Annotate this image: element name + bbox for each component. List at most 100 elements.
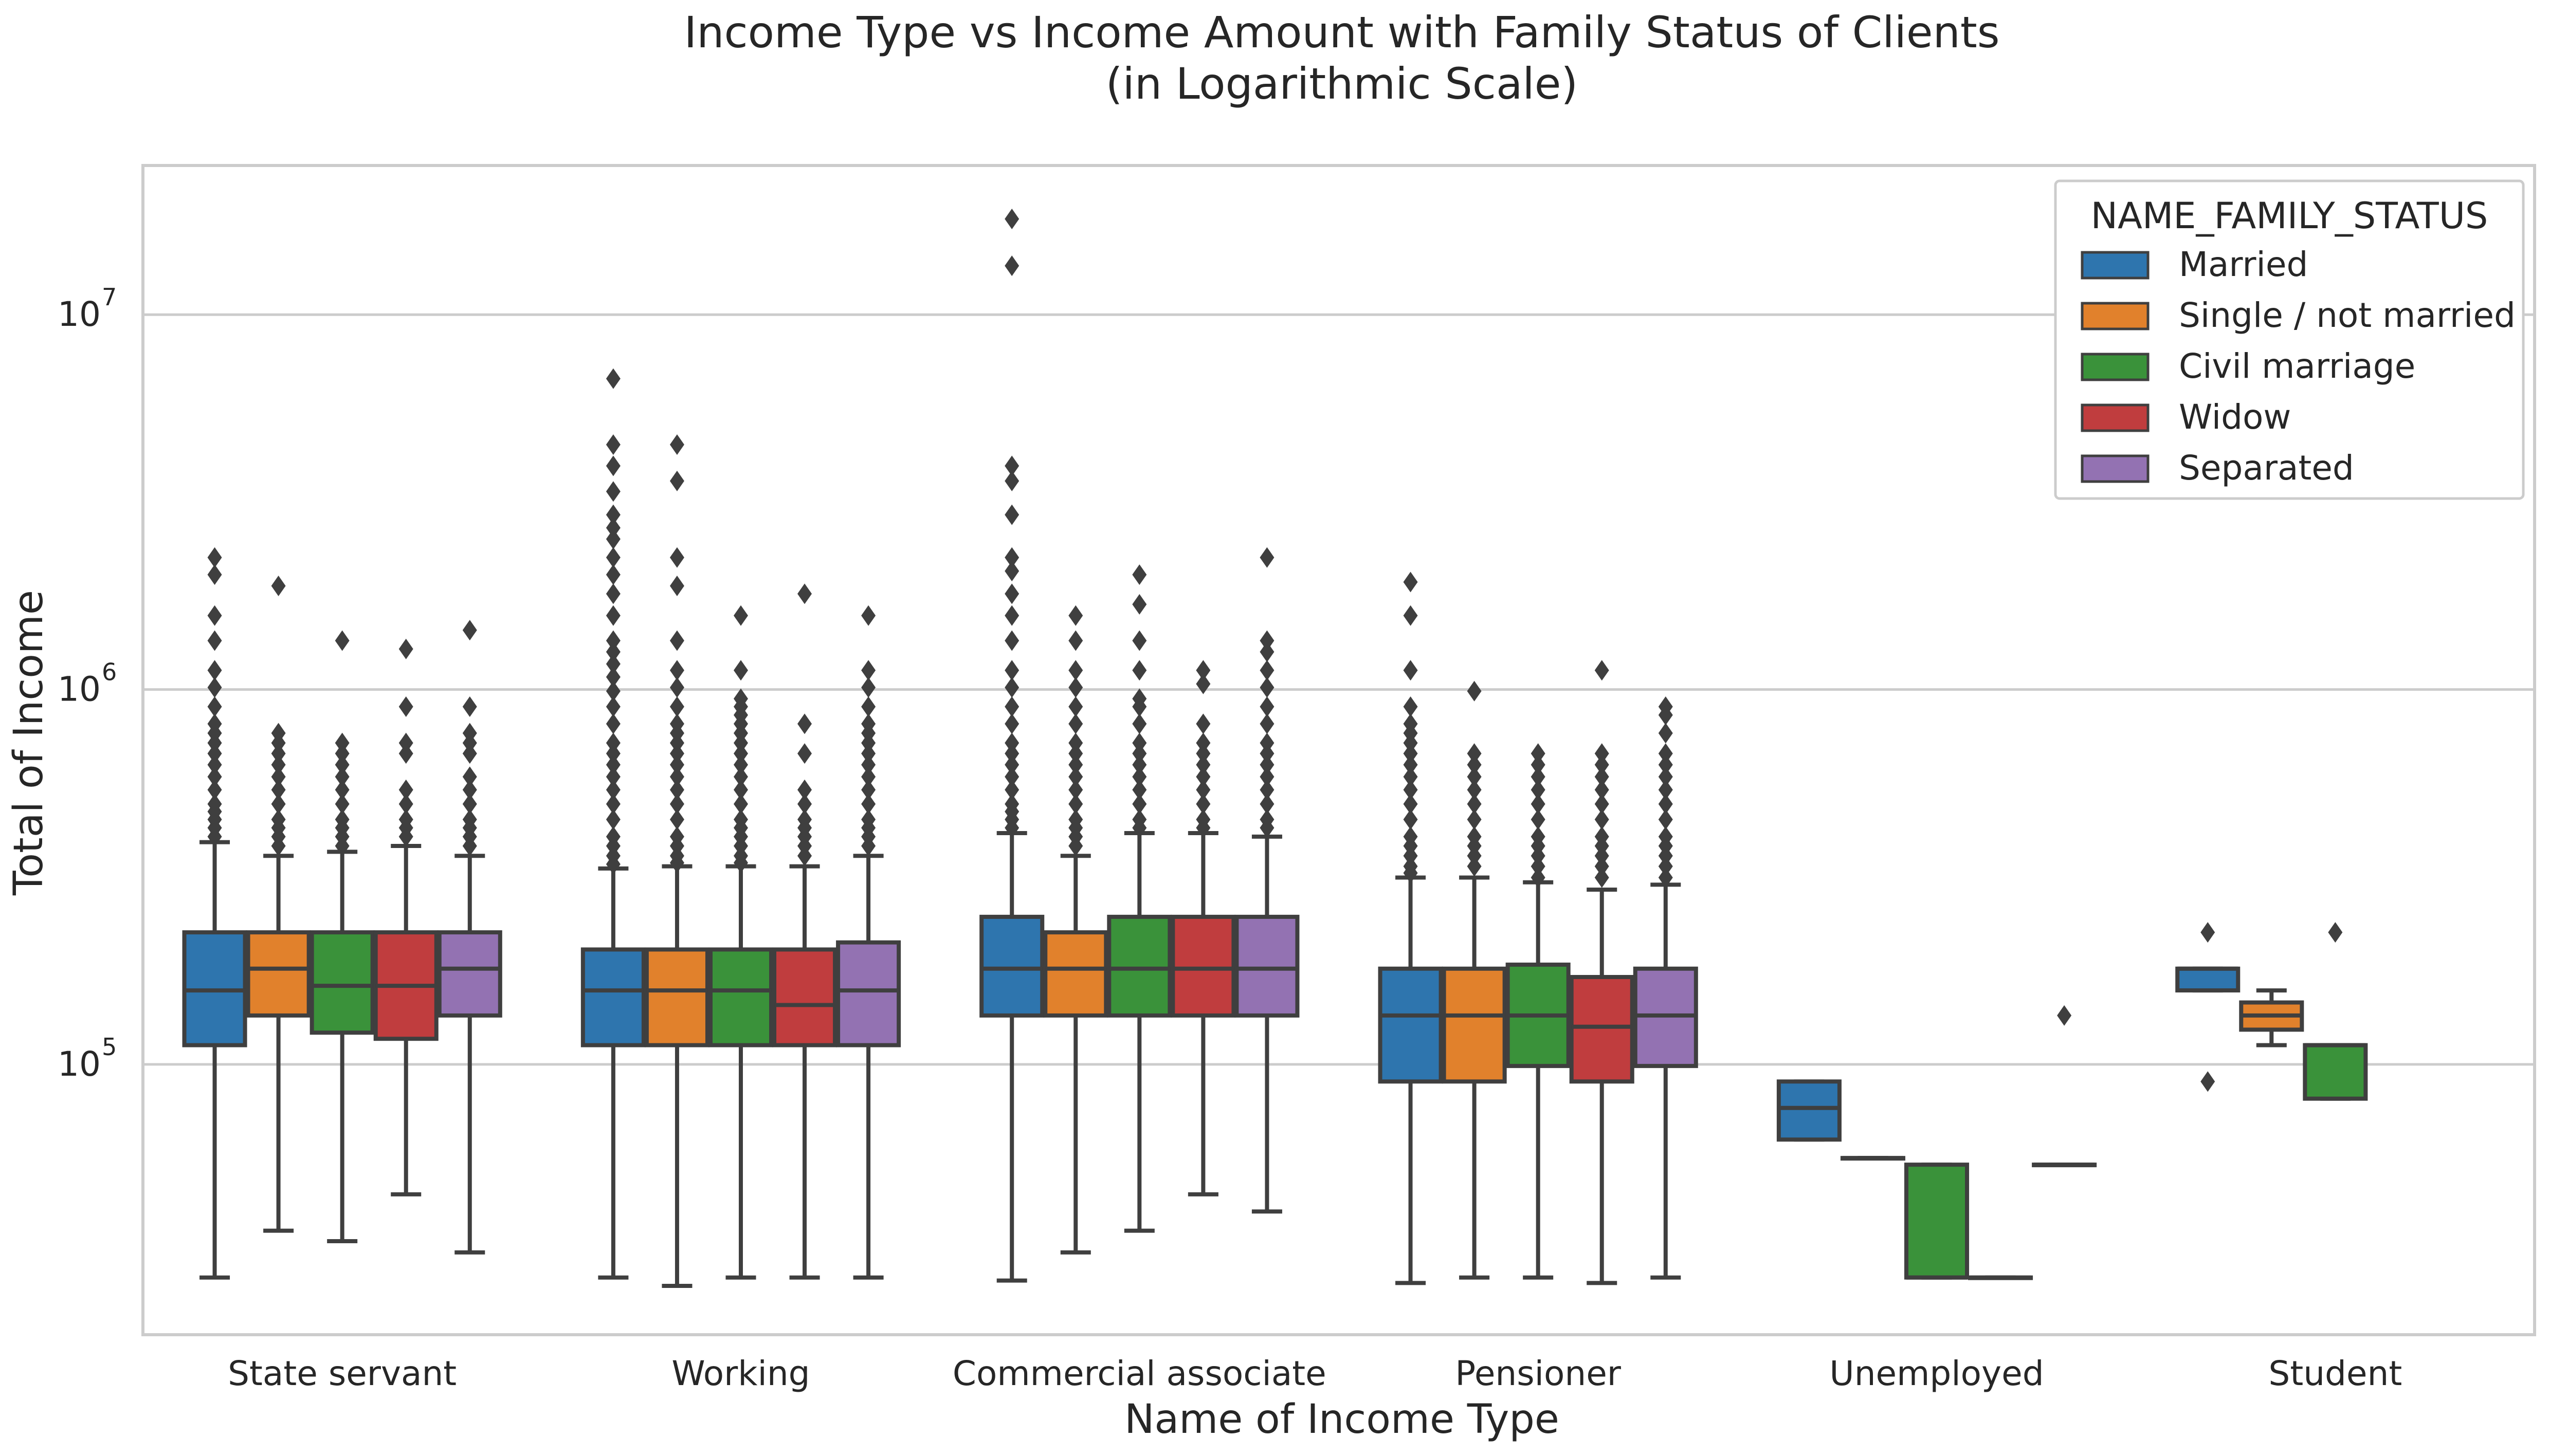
outlier-point bbox=[669, 794, 684, 815]
outlier-point bbox=[669, 470, 684, 491]
outlier-point bbox=[1132, 660, 1147, 681]
outlier-point bbox=[1403, 766, 1418, 787]
outlier-point bbox=[1068, 660, 1083, 681]
outlier-point bbox=[606, 809, 621, 830]
box-plot bbox=[309, 630, 375, 1244]
outlier-point bbox=[1658, 723, 1673, 744]
outlier-point bbox=[1005, 583, 1019, 604]
outlier-point bbox=[606, 667, 621, 688]
outlier-point bbox=[207, 630, 222, 651]
box-plot bbox=[2032, 1005, 2097, 1168]
outlier-point bbox=[335, 766, 350, 787]
box bbox=[1107, 914, 1172, 1018]
outlier-point bbox=[207, 564, 222, 585]
outlier-point bbox=[669, 754, 684, 775]
outlier-point bbox=[606, 564, 621, 585]
outlier-point bbox=[1260, 743, 1274, 764]
outlier-point bbox=[669, 630, 684, 651]
outlier-point bbox=[1260, 547, 1274, 568]
outlier-point bbox=[1467, 743, 1482, 764]
outlier-point bbox=[669, 696, 684, 717]
legend-swatch bbox=[2081, 454, 2150, 483]
outlier-point bbox=[1403, 809, 1418, 830]
outlier-point bbox=[207, 605, 222, 626]
outlier-point bbox=[606, 517, 621, 538]
outlier-point bbox=[207, 732, 222, 753]
outlier-point bbox=[2328, 922, 2343, 943]
outlier-point bbox=[1132, 817, 1147, 838]
outlier-point bbox=[1467, 856, 1482, 877]
outlier-point bbox=[1260, 754, 1274, 775]
box-plot bbox=[182, 547, 247, 1280]
outlier-point bbox=[462, 732, 477, 753]
chart-title: Income Type vs Income Amount with Family… bbox=[684, 7, 1999, 58]
box-plot bbox=[1776, 1079, 1842, 1142]
outlier-point bbox=[861, 794, 876, 815]
outlier-point bbox=[606, 368, 621, 389]
box bbox=[2175, 966, 2241, 993]
chart-subtitle: (in Logarithmic Scale) bbox=[1106, 59, 1578, 109]
outlier-point bbox=[1467, 809, 1482, 830]
outlier-point bbox=[1658, 743, 1673, 764]
box-layer bbox=[182, 209, 2368, 1288]
outlier-point bbox=[2057, 1005, 2072, 1026]
outlier-point bbox=[398, 743, 413, 764]
outlier-point bbox=[734, 732, 748, 753]
outlier-point bbox=[1068, 677, 1083, 698]
outlier-point bbox=[335, 779, 350, 800]
outlier-point bbox=[1403, 754, 1418, 775]
outlier-point bbox=[1531, 845, 1545, 867]
outlier-point bbox=[1005, 766, 1019, 787]
outlier-point bbox=[271, 766, 286, 787]
x-tick-label: Commercial associate bbox=[953, 1354, 1326, 1393]
outlier-point bbox=[1403, 605, 1418, 626]
x-ticks: State servant Working Commercial associate… bbox=[228, 1354, 2402, 1393]
outlier-point bbox=[1467, 680, 1482, 702]
outlier-point bbox=[1403, 732, 1418, 753]
outlier-point bbox=[1132, 743, 1147, 764]
outlier-point bbox=[2200, 1071, 2215, 1092]
outlier-point bbox=[335, 754, 350, 775]
outlier-point bbox=[1068, 605, 1083, 626]
outlier-point bbox=[734, 794, 748, 815]
box bbox=[246, 930, 311, 1018]
outlier-point bbox=[1531, 867, 1545, 888]
outlier-point bbox=[606, 713, 621, 734]
legend-item-label: Widow bbox=[2179, 397, 2291, 437]
outlier-point bbox=[734, 852, 748, 873]
outlier-point bbox=[1467, 794, 1482, 815]
outlier-point bbox=[1068, 794, 1083, 815]
outlier-point bbox=[1403, 845, 1418, 867]
outlier-point bbox=[861, 732, 876, 753]
outlier-point bbox=[1467, 766, 1482, 787]
box bbox=[1043, 930, 1108, 1018]
outlier-point bbox=[1658, 856, 1673, 877]
outlier-point bbox=[606, 794, 621, 815]
outlier-point bbox=[1403, 779, 1418, 800]
outlier-point bbox=[1196, 673, 1211, 694]
outlier-point bbox=[1005, 605, 1019, 626]
outlier-point bbox=[1005, 504, 1019, 525]
outlier-point bbox=[797, 713, 812, 734]
outlier-point bbox=[861, 660, 876, 681]
outlier-point bbox=[1260, 779, 1274, 800]
outlier-point bbox=[1260, 641, 1274, 662]
outlier-point bbox=[335, 794, 350, 815]
box bbox=[1234, 914, 1300, 1018]
x-tick-label: Pensioner bbox=[1455, 1354, 1621, 1393]
outlier-point bbox=[1467, 845, 1482, 867]
outlier-point bbox=[1196, 794, 1211, 815]
outlier-point bbox=[462, 620, 477, 641]
outlier-point bbox=[1132, 754, 1147, 775]
legend-item-label: Separated bbox=[2179, 448, 2354, 488]
outlier-point bbox=[1594, 845, 1609, 867]
y-tick-exponent: 5 bbox=[102, 1033, 117, 1061]
outlier-point bbox=[734, 754, 748, 775]
legend-title: NAME_FAMILY_STATUS bbox=[2091, 195, 2488, 237]
outlier-point bbox=[207, 660, 222, 681]
outlier-point bbox=[861, 743, 876, 764]
outlier-point bbox=[1658, 794, 1673, 815]
box bbox=[2303, 1043, 2368, 1101]
legend: NAME_FAMILY_STATUS Married Single / not ma… bbox=[2054, 179, 2525, 500]
